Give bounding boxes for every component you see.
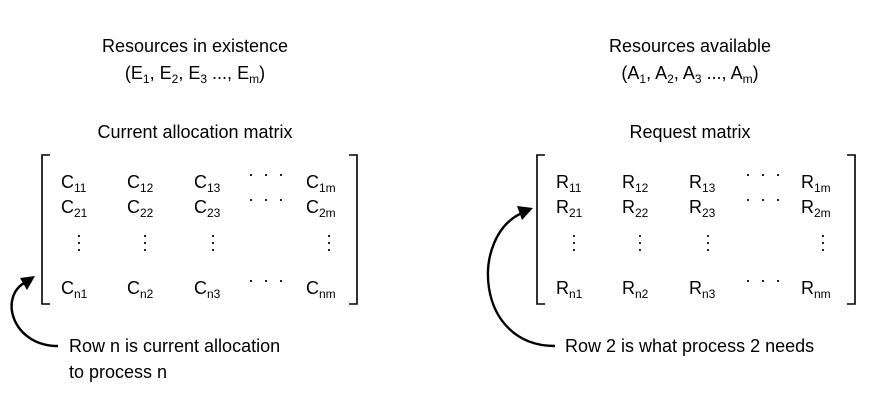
allocation-matrix-cell: C13 (194, 172, 221, 195)
allocation-matrix-cell: C22 (127, 197, 154, 220)
request-matrix-cell: R1m (801, 172, 831, 195)
allocation-matrix-column-ellipsis: · · · (76, 225, 82, 259)
allocation-matrix-cell: Cn2 (127, 278, 154, 301)
request-matrix-column-ellipsis: · · · (705, 225, 711, 259)
left-arrow (10, 280, 59, 348)
allocation-matrix-cell: Cn3 (194, 278, 221, 301)
allocation-matrix-cell: C2m (306, 197, 336, 220)
request-matrix-cell: R13 (689, 172, 716, 195)
request-matrix-cell: R12 (622, 172, 649, 195)
request-note: Row 2 is what process 2 needs (565, 336, 815, 356)
request-matrix-cell: R23 (689, 197, 716, 220)
request-matrix-cell: R22 (622, 197, 649, 220)
allocation-matrix-column-ellipsis: · · · (142, 225, 148, 259)
left-arrowhead (20, 276, 35, 290)
right-matrix-right-bracket (847, 154, 856, 305)
available-title: Resources available (608, 36, 772, 56)
allocation-matrix-cell: C1m (306, 172, 336, 195)
allocation-matrix-cell: C11 (61, 172, 87, 195)
request-matrix-row-ellipsis: · · · (745, 270, 783, 290)
request-matrix-column-ellipsis: · · · (637, 225, 643, 259)
request-matrix-row-ellipsis: · · · (745, 164, 783, 184)
allocation-matrix-cell: Cn1 (61, 278, 88, 301)
allocation-matrix-title: Current allocation matrix (97, 122, 293, 142)
allocation-matrix-cell: C23 (194, 197, 221, 220)
available-vector: (A1, A2, A3 ..., Am) (621, 63, 759, 86)
allocation-matrix-cell: C12 (127, 172, 154, 195)
request-matrix-cell: R2m (801, 197, 831, 220)
request-matrix-cell: Rn2 (622, 278, 649, 301)
left-matrix-right-bracket (349, 154, 358, 305)
allocation-matrix-column-ellipsis: · · · (326, 225, 332, 259)
request-matrix-column-ellipsis: · · · (571, 225, 577, 259)
allocation-matrix-column-ellipsis: · · · (210, 225, 216, 259)
right-matrix-left-bracket (536, 154, 545, 305)
allocation-matrix-row-ellipsis: · · · (248, 189, 286, 209)
request-matrix-cell: Rn3 (689, 278, 716, 301)
existence-vector: (E1, E2, E3 ..., Em) (124, 63, 266, 86)
right-arrowhead (517, 206, 533, 220)
request-matrix-cell: Rn1 (556, 278, 583, 301)
request-matrix-title: Request matrix (629, 122, 751, 142)
existence-title: Resources in existence (101, 36, 289, 56)
request-matrix-column-ellipsis: · · · (820, 225, 826, 259)
allocation-matrix-row-ellipsis: · · · (248, 270, 286, 290)
request-matrix-cell: Rnm (801, 278, 831, 301)
allocation-matrix-cell: Cnm (306, 278, 336, 301)
right-arrow (486, 211, 556, 348)
allocation-note-line1: Row n is current allocation (69, 336, 281, 356)
allocation-note-line2: to process n (69, 362, 168, 382)
request-matrix-row-ellipsis: · · · (745, 189, 783, 209)
left-matrix-left-bracket (41, 154, 50, 305)
allocation-matrix-cell: C21 (61, 197, 88, 220)
allocation-matrix-row-ellipsis: · · · (248, 164, 286, 184)
request-matrix-cell: R21 (556, 197, 583, 220)
request-matrix-cell: R11 (556, 172, 582, 195)
